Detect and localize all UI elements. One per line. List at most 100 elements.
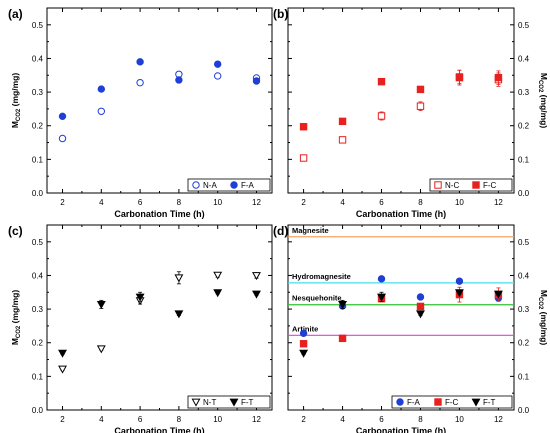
x-tick-label: 10 — [455, 198, 464, 207]
y-tick-label: 0.3 — [518, 305, 530, 314]
data-point — [213, 271, 223, 280]
x-tick-label: 4 — [99, 198, 104, 207]
x-tick-label: 10 — [455, 415, 464, 424]
plot-frame — [46, 224, 273, 411]
y-tick-label: 0.4 — [32, 271, 44, 280]
data-point — [58, 112, 67, 121]
x-tick-label: 8 — [418, 198, 423, 207]
series-3 — [299, 289, 503, 358]
data-point — [416, 85, 425, 94]
x-tick-label: 10 — [213, 198, 222, 207]
data-point — [338, 334, 347, 343]
x-tick-label: 12 — [494, 198, 503, 207]
x-tick-label: 6 — [379, 198, 384, 207]
plot-frame — [46, 7, 273, 194]
legend-label: N-T — [203, 398, 216, 407]
data-point — [58, 134, 67, 143]
data-point — [97, 107, 106, 115]
data-point — [252, 77, 261, 85]
data-point — [493, 290, 503, 299]
y-tick-label: 0.0 — [32, 406, 44, 415]
data-point — [97, 85, 106, 93]
data-point — [338, 301, 348, 310]
x-tick-label: 6 — [138, 198, 143, 207]
y-tick-label: 0.4 — [518, 271, 530, 280]
data-point — [455, 73, 464, 82]
x-tick-label: 12 — [494, 415, 503, 424]
data-point — [213, 289, 223, 298]
y-tick-label: 0.2 — [32, 122, 44, 131]
x-tick-label: 2 — [60, 415, 65, 424]
y-tick-label: 0.0 — [518, 406, 530, 415]
x-tick-label: 2 — [301, 415, 306, 424]
data-point — [416, 302, 425, 311]
x-tick-label: 4 — [340, 415, 345, 424]
y-tick-label: 0.2 — [518, 122, 530, 131]
data-point — [454, 289, 464, 298]
data-point — [136, 58, 144, 66]
legend-box — [391, 395, 513, 409]
data-point — [136, 78, 144, 87]
data-point — [252, 272, 261, 281]
panel-label: (b) — [273, 7, 288, 21]
y-tick-label: 0.5 — [32, 238, 44, 247]
legend-label: F-C — [483, 181, 497, 190]
chart-panel-1: 2 4 6 8 10 12 0.0 0.1 0.2 0.3 0.4 0.5 Carbonation Ti… — [10, 7, 273, 219]
data-point — [174, 310, 184, 319]
legend-marker — [472, 181, 480, 189]
data-point — [338, 136, 347, 144]
legend-label: F-A — [407, 398, 421, 407]
data-point — [377, 293, 386, 302]
panel-label: (d) — [273, 224, 288, 238]
y-tick-label: 0.0 — [518, 189, 530, 198]
data-point — [416, 102, 425, 110]
x-axis-label: Carbonation Time (h) — [356, 426, 446, 433]
x-axis-label: Carbonation Time (h) — [356, 209, 446, 219]
series-1 — [299, 275, 503, 338]
y-tick-label: 0.1 — [518, 155, 530, 164]
plot-frame — [287, 224, 515, 411]
data-point — [96, 345, 106, 354]
data-point — [174, 274, 184, 283]
y-tick-label: 0.1 — [32, 155, 44, 164]
legend-marker — [230, 181, 238, 189]
legend-marker — [192, 181, 200, 189]
series-1 — [299, 69, 503, 162]
x-tick-label: 6 — [138, 415, 143, 424]
data-point — [58, 349, 67, 358]
data-point — [135, 293, 145, 302]
legend-label: N-A — [203, 181, 217, 190]
legend-marker — [434, 181, 442, 189]
y-tick-label: 0.4 — [518, 54, 530, 63]
chart-panel-2: 2 4 6 8 10 12 0.0 0.1 0.2 0.3 0.4 0.5 Carbonation Ti… — [287, 7, 549, 219]
x-tick-label: 8 — [177, 415, 182, 424]
data-point — [299, 154, 308, 162]
data-point — [252, 290, 261, 299]
data-point — [416, 293, 425, 301]
chart-panel-4: 2 4 6 8 10 12 0.0 0.1 0.2 0.3 0.4 0.5 Carbonation Ti… — [287, 224, 549, 433]
data-point — [299, 340, 308, 348]
legend-marker — [191, 398, 201, 407]
x-tick-label: 8 — [418, 415, 423, 424]
x-tick-label: 2 — [301, 198, 306, 207]
chart-panel-3: 2 4 6 8 10 12 0.0 0.1 0.2 0.3 0.4 0.5 Carbonation Ti… — [10, 224, 273, 433]
y-tick-label: 0.1 — [32, 372, 44, 381]
data-point — [338, 117, 347, 126]
y-axis-label: MCO2 (mg/mg) — [10, 73, 22, 128]
reference-line-label: Nesquehonite — [292, 294, 342, 303]
data-point — [494, 73, 503, 82]
data-point — [213, 60, 222, 68]
data-point — [213, 72, 222, 80]
plot-frame — [287, 7, 515, 194]
x-tick-label: 12 — [252, 415, 261, 424]
x-tick-label: 12 — [252, 198, 261, 207]
y-axis-label: MCO2 (mg/mg) — [10, 290, 22, 345]
x-tick-label: 4 — [340, 198, 345, 207]
y-tick-label: 0.5 — [32, 21, 44, 30]
series-1 — [58, 70, 261, 143]
legend-box — [187, 178, 271, 192]
data-point — [299, 349, 309, 358]
series-2 — [299, 69, 503, 131]
y-tick-label: 0.0 — [32, 189, 44, 198]
